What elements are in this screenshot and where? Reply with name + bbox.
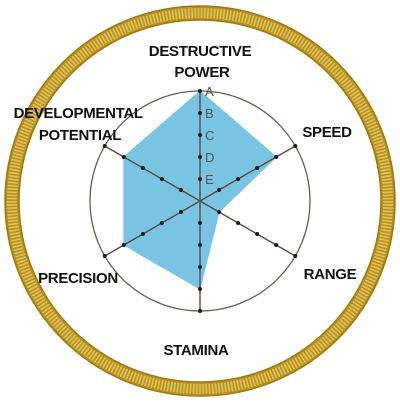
tick-dot-2-2 xyxy=(236,221,241,225)
axis-label-stamina: STAMINA xyxy=(163,342,229,359)
tick-dot-5-5 xyxy=(102,144,107,148)
spoke-1 xyxy=(199,145,296,202)
grade-label-c: C xyxy=(205,128,214,143)
tick-dot-0-3 xyxy=(198,133,202,137)
tick-dot-5-4 xyxy=(121,155,126,159)
tick-dot-1-5 xyxy=(293,144,298,148)
tick-dot-1-3 xyxy=(255,166,260,170)
tick-dot-3-1 xyxy=(198,221,202,225)
gold-ring-frame xyxy=(4,5,396,397)
tick-dot-0-2 xyxy=(198,155,202,159)
spoke-4 xyxy=(104,200,201,257)
tick-dot-5-2 xyxy=(159,177,164,181)
tick-dot-4-1 xyxy=(178,210,183,214)
tick-dot-4-2 xyxy=(159,221,164,225)
grade-label-d: D xyxy=(205,150,214,165)
tick-dot-4-3 xyxy=(140,232,145,236)
tick-dot-1-2 xyxy=(236,177,241,181)
tick-dot-5-1 xyxy=(178,188,183,192)
tick-dot-4-4 xyxy=(121,243,126,247)
spoke-5 xyxy=(104,145,201,202)
grade-label-e: E xyxy=(205,172,214,187)
axis-label-destructive-power: DESTRUCTIVE POWER xyxy=(149,43,255,81)
tick-dot-0-5 xyxy=(198,89,202,93)
axis-label-range: RANGE xyxy=(304,266,357,283)
tick-dot-2-5 xyxy=(293,254,298,258)
tick-dot-2-1 xyxy=(217,210,222,214)
axis-label-precision: PRECISION xyxy=(38,270,118,287)
axis-label-developmental-potential: DEVELOPMENTAL POTENTIAL xyxy=(14,105,147,144)
tick-dot-1-1 xyxy=(217,188,222,192)
tick-dot-3-5 xyxy=(198,309,202,313)
spoke-2 xyxy=(199,200,296,257)
grade-label-a: A xyxy=(205,84,214,99)
tick-dot-0-4 xyxy=(198,111,202,115)
tick-dot-4-5 xyxy=(102,254,107,258)
tick-dot-3-3 xyxy=(198,265,202,269)
grade-label-b: B xyxy=(205,106,214,121)
tick-dot-5-3 xyxy=(140,166,145,170)
tick-dot-1-4 xyxy=(274,155,279,159)
tick-dot-2-4 xyxy=(274,243,279,247)
axis-label-speed: SPEED xyxy=(302,124,352,141)
tick-dot-0-1 xyxy=(198,177,202,181)
tick-dot-3-2 xyxy=(198,243,202,247)
tick-dot-3-4 xyxy=(198,287,202,291)
tick-dot-2-3 xyxy=(255,232,260,236)
